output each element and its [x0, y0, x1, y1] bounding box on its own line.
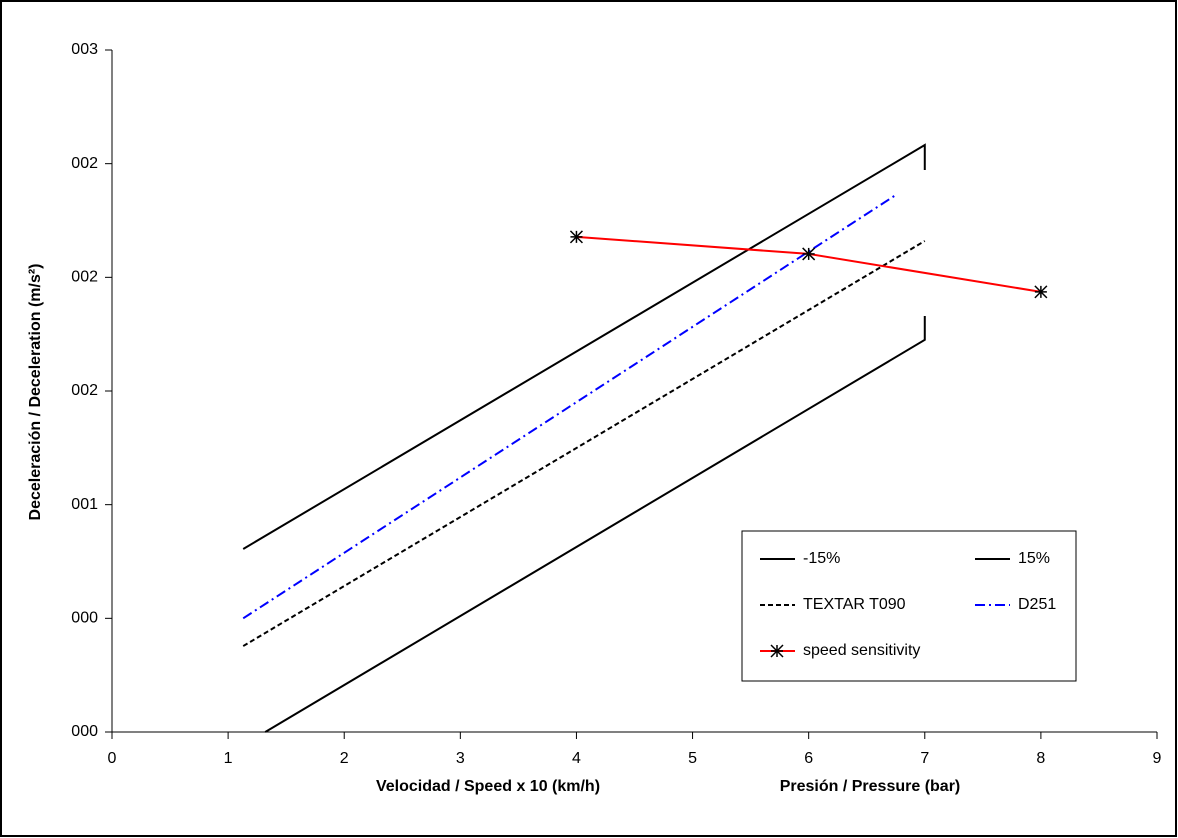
- legend-box: [741, 530, 1077, 682]
- x-tick-label: 7: [920, 750, 929, 767]
- series-line: [242, 143, 926, 550]
- x-tick-label: 9: [1153, 750, 1162, 767]
- series-line: [242, 240, 926, 647]
- marker: [1034, 285, 1048, 299]
- y-tick-label: 003: [71, 41, 98, 58]
- legend-label: -15%: [803, 550, 840, 567]
- x-tick-label: 8: [1036, 750, 1045, 767]
- marker-stroke: [1034, 285, 1048, 299]
- marker: [802, 247, 816, 261]
- x-tick-label: 3: [456, 750, 465, 767]
- x-tick-label: 6: [804, 750, 813, 767]
- x-tick-label: 2: [340, 750, 349, 767]
- y-tick-label: 002: [71, 382, 98, 399]
- x-axis-label-2: Presión / Pressure (bar): [780, 778, 961, 795]
- y-tick-label: 002: [71, 155, 98, 172]
- y-tick-label: 001: [71, 496, 98, 513]
- y-tick-label: 000: [71, 610, 98, 627]
- marker-stroke: [802, 247, 816, 261]
- series-line: [264, 315, 926, 733]
- y-axis-label: Deceleración / Deceleration (m/s²): [27, 264, 44, 521]
- legend-label: TEXTAR T090: [803, 596, 906, 613]
- marker: [569, 230, 583, 244]
- x-tick-label: 4: [572, 750, 581, 767]
- series-line: [242, 194, 897, 620]
- marker-stroke: [569, 230, 583, 244]
- x-axis-label: Velocidad / Speed x 10 (km/h): [376, 778, 600, 795]
- legend-label: speed sensitivity: [803, 642, 920, 659]
- marker-stroke: [770, 644, 784, 658]
- legend-label: 15%: [1018, 550, 1050, 567]
- x-tick-label: 1: [224, 750, 233, 767]
- x-tick-label: 0: [108, 750, 117, 767]
- marker: [770, 644, 784, 658]
- legend-label: D251: [1018, 596, 1056, 613]
- x-tick-label: 5: [688, 750, 697, 767]
- y-tick-label: 000: [71, 723, 98, 740]
- y-tick-label: 002: [71, 269, 98, 286]
